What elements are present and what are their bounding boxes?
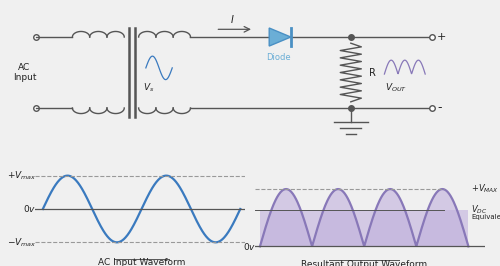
Text: $V_{DC}$: $V_{DC}$	[471, 204, 487, 216]
Text: $-V_{max}$: $-V_{max}$	[7, 236, 36, 249]
Text: -: -	[437, 102, 442, 114]
Text: $0v$: $0v$	[24, 203, 36, 214]
Text: Equivalent: Equivalent	[471, 214, 500, 220]
Text: I: I	[231, 15, 234, 25]
Text: $0v$: $0v$	[244, 241, 256, 252]
Text: $+V_{MAX}$: $+V_{MAX}$	[471, 183, 499, 195]
Text: $+V_{max}$: $+V_{max}$	[7, 169, 36, 182]
Text: $V_{OUT}$: $V_{OUT}$	[386, 82, 407, 94]
Text: Resultant Output Waveform: Resultant Output Waveform	[301, 260, 428, 266]
Text: $V_s$: $V_s$	[144, 82, 155, 94]
Text: AC
Input: AC Input	[12, 63, 36, 82]
Text: Diode: Diode	[266, 53, 291, 62]
Polygon shape	[269, 28, 291, 46]
Text: R: R	[369, 68, 376, 77]
Text: AC Input Waveform: AC Input Waveform	[98, 258, 186, 266]
Text: +: +	[437, 32, 446, 42]
